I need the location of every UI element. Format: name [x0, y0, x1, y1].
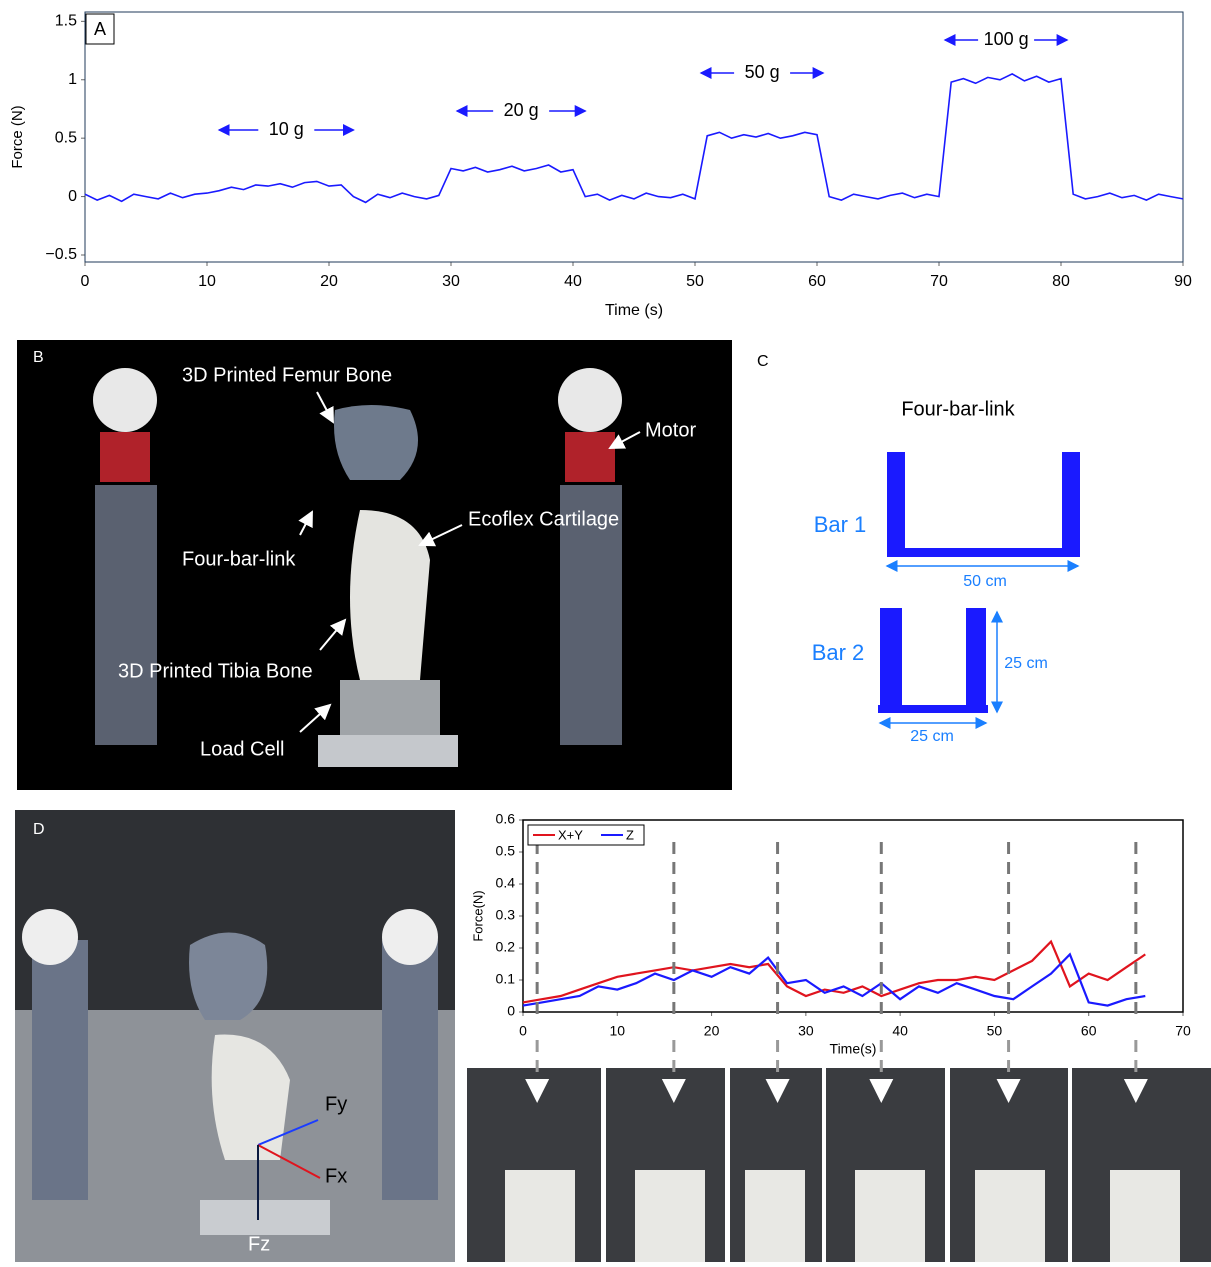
motor: [100, 432, 150, 482]
series-line: [523, 954, 1145, 1005]
x-tick-label: 90: [1174, 273, 1192, 290]
panel-label: C: [757, 353, 769, 370]
bar-label: Bar 2: [812, 640, 865, 665]
femur: [334, 405, 418, 480]
annotation: 100 g: [984, 29, 1029, 49]
x-tick-label: 10: [609, 1023, 625, 1039]
x-tick-label: 20: [320, 273, 338, 290]
x-tick-label: 70: [1175, 1023, 1191, 1039]
pillar: [95, 485, 157, 745]
plot-frame: [85, 12, 1183, 262]
spool: [558, 368, 622, 432]
dimension-label: 50 cm: [963, 573, 1007, 590]
annotation: 50 g: [745, 62, 780, 82]
y-axis-label: Force (N): [9, 105, 26, 168]
x-tick-label: 50: [686, 273, 704, 290]
x-tick-label: 70: [930, 273, 948, 290]
dimension-label: 25 cm: [910, 728, 954, 745]
motor: [565, 432, 615, 482]
tibia: [350, 510, 430, 680]
dimension-label: 25 cm: [1004, 655, 1048, 672]
x-tick-label: 60: [808, 273, 826, 290]
y-tick-label: 0.6: [496, 811, 516, 827]
label: Ecoflex Cartilage: [468, 508, 619, 530]
force-label: Fy: [325, 1093, 347, 1115]
force-label: Fx: [325, 1165, 347, 1187]
y-tick-label: 0.4: [496, 875, 516, 891]
bar-1-shape: [887, 452, 1080, 557]
figure: B 3D Printed Femur Bone Motor Four-bar-l…: [0, 0, 1211, 1262]
label: 3D Printed Tibia Bone: [118, 660, 313, 682]
spool: [93, 368, 157, 432]
label: Four-bar-link: [182, 548, 296, 570]
label: Motor: [645, 419, 696, 441]
bar-label: Bar 1: [814, 512, 867, 537]
y-tick-label: 0.2: [496, 939, 516, 955]
x-tick-label: 40: [564, 273, 582, 290]
x-tick-label: 0: [81, 273, 90, 290]
series-line: [85, 74, 1183, 203]
x-tick-label: 20: [704, 1023, 720, 1039]
y-tick-label: 0.5: [496, 843, 516, 859]
spool: [22, 909, 78, 965]
pillar: [382, 940, 438, 1200]
annotation: 20 g: [504, 100, 539, 120]
label: 3D Printed Femur Bone: [182, 364, 392, 386]
panel-label: B: [33, 349, 44, 366]
diagram-title: Four-bar-link: [901, 398, 1015, 420]
x-tick-label: 0: [519, 1023, 527, 1039]
force-label: Fz: [248, 1233, 270, 1255]
y-tick-label: 0.5: [55, 129, 77, 146]
base: [200, 1200, 330, 1235]
label: Load Cell: [200, 738, 285, 760]
photo-strip: [467, 1068, 1211, 1262]
x-tick-label: 50: [987, 1023, 1003, 1039]
spool: [382, 909, 438, 965]
y-axis-label: Force(N): [470, 890, 485, 941]
x-axis-label: Time(s): [830, 1041, 877, 1057]
legend-label: X+Y: [558, 827, 583, 842]
annotation: 10 g: [269, 119, 304, 139]
panel-label: D: [33, 821, 45, 838]
x-tick-label: 60: [1081, 1023, 1097, 1039]
base: [318, 735, 458, 767]
bar-2-shape: [878, 608, 988, 713]
plot-frame: [523, 820, 1183, 1012]
y-tick-label: 1: [68, 71, 77, 88]
x-tick-label: 10: [198, 273, 216, 290]
y-tick-label: 0.1: [496, 971, 516, 987]
y-tick-label: 1.5: [55, 13, 77, 30]
y-tick-label: 0: [68, 188, 77, 205]
load-cell: [340, 680, 440, 735]
x-tick-label: 40: [892, 1023, 908, 1039]
x-tick-label: 30: [798, 1023, 814, 1039]
y-tick-label: 0: [507, 1003, 515, 1019]
pillar: [32, 940, 88, 1200]
legend-label: Z: [626, 827, 634, 842]
y-tick-label: 0.3: [496, 907, 516, 923]
x-tick-label: 30: [442, 273, 460, 290]
x-axis-label: Time (s): [605, 302, 663, 319]
panel-label: A: [94, 19, 106, 39]
y-tick-label: −0.5: [45, 246, 77, 263]
x-tick-label: 80: [1052, 273, 1070, 290]
